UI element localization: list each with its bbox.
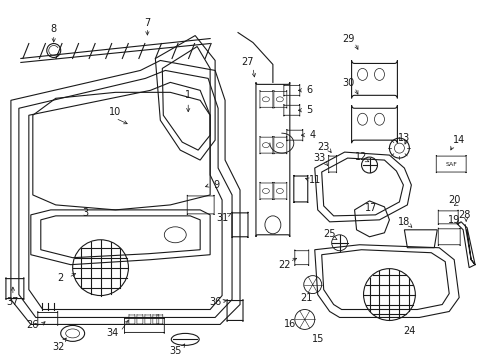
- Text: 36: 36: [208, 297, 221, 306]
- Text: 30: 30: [342, 78, 354, 88]
- Text: 34: 34: [106, 328, 119, 338]
- Text: 22: 22: [278, 260, 290, 270]
- Text: 20: 20: [447, 195, 459, 205]
- Text: 10: 10: [109, 107, 122, 117]
- Text: 35: 35: [169, 346, 181, 356]
- Text: 8: 8: [51, 24, 57, 33]
- Text: 21: 21: [300, 293, 312, 302]
- Text: 6: 6: [306, 85, 312, 95]
- Text: 7: 7: [144, 18, 150, 28]
- Text: 2: 2: [58, 273, 64, 283]
- Text: 31: 31: [216, 213, 228, 223]
- Text: 3: 3: [82, 208, 88, 218]
- Text: 9: 9: [213, 180, 219, 190]
- Text: 12: 12: [355, 152, 367, 162]
- Text: 17: 17: [365, 203, 377, 213]
- Text: 28: 28: [457, 210, 469, 220]
- Text: 27: 27: [241, 58, 254, 67]
- Text: 24: 24: [402, 327, 415, 336]
- Text: 18: 18: [397, 217, 409, 227]
- Text: 11: 11: [308, 175, 320, 185]
- Text: 14: 14: [452, 135, 465, 145]
- Text: 32: 32: [52, 342, 65, 352]
- Text: SAF: SAF: [445, 162, 456, 167]
- Text: 23: 23: [317, 142, 329, 152]
- Text: 37: 37: [7, 297, 19, 306]
- Text: 16: 16: [283, 319, 295, 329]
- Text: 29: 29: [342, 33, 354, 44]
- Text: 4: 4: [309, 130, 315, 140]
- Text: 19: 19: [447, 215, 459, 225]
- Text: 33: 33: [313, 153, 325, 163]
- Text: 5: 5: [306, 105, 312, 115]
- Text: 13: 13: [397, 133, 409, 143]
- Text: 26: 26: [26, 320, 39, 330]
- Text: 25: 25: [323, 229, 335, 239]
- Text: 1: 1: [185, 90, 191, 100]
- Text: 15: 15: [311, 334, 323, 345]
